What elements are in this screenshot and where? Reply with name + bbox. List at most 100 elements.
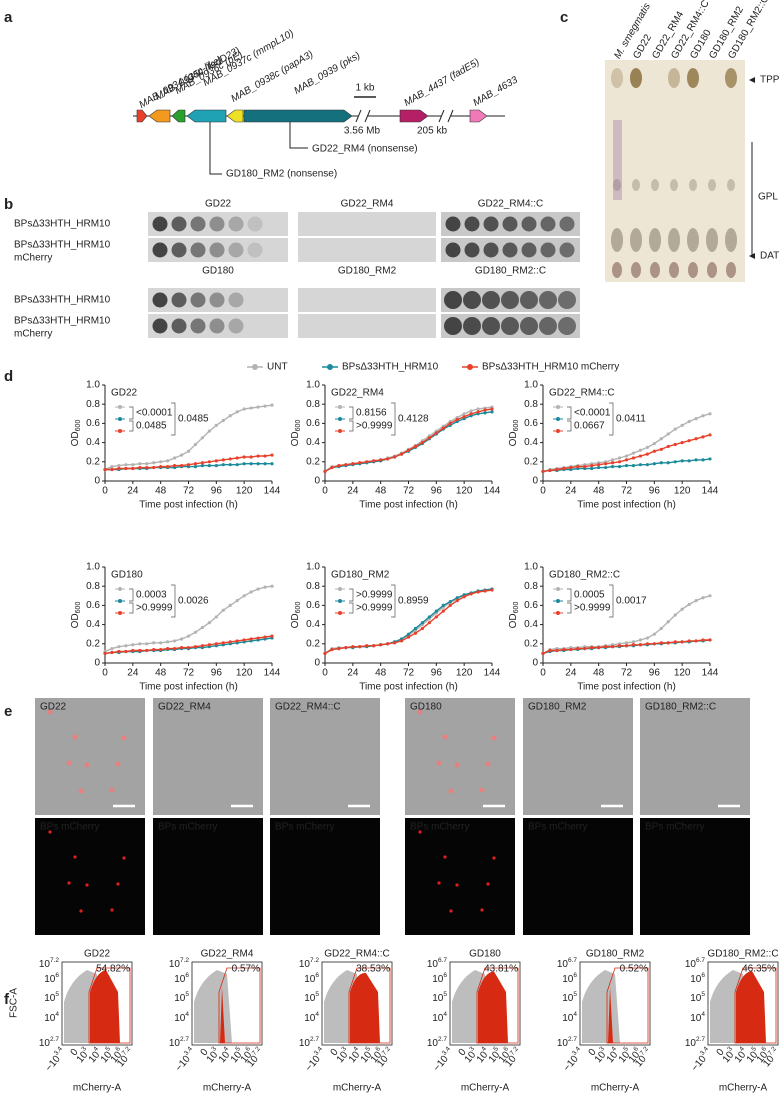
data-point [344,646,348,650]
strain-title: GD180_RM2 [338,266,397,277]
y-tick-label: 0.8 [306,399,320,410]
x-tick-label-exp: 7.2 [121,1045,132,1057]
data-point [673,460,677,464]
x-tick-label-exp: 4 [738,1045,746,1053]
cell-cluster [436,760,442,766]
plate [298,314,436,338]
channel-label: BPs mCherry [410,822,469,833]
tlc-band [630,68,642,88]
y-tick-label-exp: 6 [185,972,189,979]
x-tick-label: 144 [484,668,501,679]
gate [218,967,261,1044]
x-axis-label: mCherry-A [73,1083,122,1094]
x-axis-label: Time post infection (h) [139,500,238,511]
x-tick-label: 0 [322,668,328,679]
channel-label: BPs mCherry [528,822,587,833]
y-tick-label-exp: 7.2 [310,957,319,964]
strain-title: GD180 [202,266,234,277]
x-tick-label-exp: 3 [210,1045,218,1053]
chart-title: GD180 [111,570,143,581]
data-point [687,639,691,643]
bracket [567,588,572,602]
x-axis-label: mCherry-A [203,1083,252,1094]
data-point [455,599,459,603]
data-point [235,456,239,460]
data-point [406,632,411,636]
data-point [441,609,445,613]
x-tick-label-exp: 7.2 [509,1045,520,1057]
y-tick-label: 0.2 [86,456,100,467]
data-point [228,640,232,644]
y-tick-label-base: 10 [169,959,181,970]
x-tick-label: 0 [198,1046,210,1058]
data-point [469,412,473,416]
bracket [171,584,176,618]
red-signal [418,830,422,834]
data-point [708,412,712,416]
data-point [673,613,677,617]
data-point [221,641,225,645]
plaque-spot [209,318,225,334]
strain-title: GD22_RM4 [341,199,394,210]
data-point [666,461,670,465]
y-tick-label-base: 10 [562,974,574,985]
x-tick-label: 72 [403,486,415,497]
annot-marker [338,599,342,603]
data-point [138,465,142,470]
data-point [372,459,376,463]
data-point [631,640,636,644]
data-point [110,650,114,655]
x-tick-label: 0 [322,486,328,497]
chart-title: GD22 [111,388,138,399]
data-point [576,465,580,469]
flow-title: GD180_RM2::C [707,949,778,960]
data-point [124,644,128,648]
data-point [117,645,121,649]
data-point [624,458,629,462]
data-point [249,637,253,641]
plaque-spot [539,317,557,335]
tlc-spot [688,262,698,278]
plaque-spot [501,291,519,309]
bracket [349,420,354,432]
data-point [631,643,636,647]
brightfield-image [270,698,380,815]
data-point [323,469,327,473]
data-point [117,466,121,471]
chart-title: GD22_RM4::C [549,388,615,399]
data-point [249,462,253,466]
legend-marker [252,364,258,370]
data-point [590,466,594,471]
tlc-spot [669,262,679,278]
tlc-spot [650,262,660,278]
data-point [166,647,170,651]
data-point [249,590,253,594]
y-tick-label: 0.8 [524,581,538,592]
x-tick-label: 0 [328,1046,340,1058]
annot-marker [118,429,122,433]
cell-cluster [448,788,454,794]
image-label: GD180_RM2 [528,702,587,713]
plaque-spot [520,317,538,335]
y-tick-label: 105 [432,991,447,1004]
data-point [645,445,649,449]
x-tick-label-base: −10 [173,1053,193,1073]
data-point [617,460,622,464]
data-point [124,649,128,654]
x-tick-label-base: 0 [328,1046,340,1058]
legend-label: UNT [267,362,288,373]
data-point [145,648,149,653]
plaque-spot [152,292,168,308]
annot-marker [338,587,342,591]
data-point [708,457,712,461]
gene-arrow [243,109,353,123]
y-tick-label-base: 10 [690,1013,702,1024]
gate [606,967,649,1044]
bracket [391,584,396,618]
data-point [358,461,362,465]
positive-events [478,971,508,1043]
plaque-spot [539,291,557,309]
y-tick-label: 0 [314,658,320,669]
p-value: >0.9999 [356,603,393,614]
data-point [131,466,135,471]
